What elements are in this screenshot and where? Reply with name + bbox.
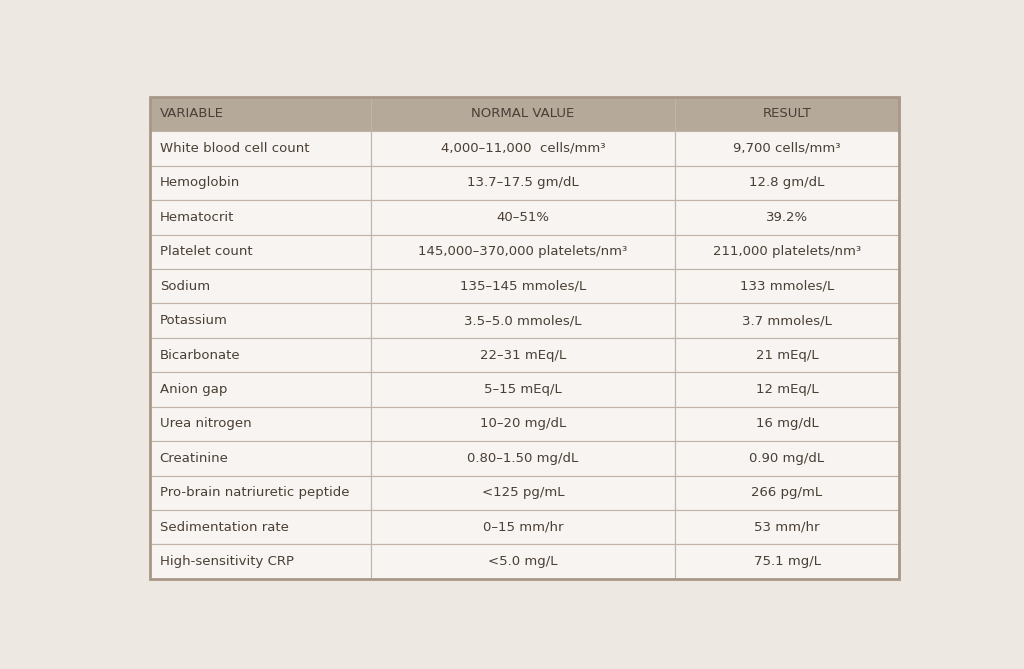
Bar	[675, 545, 899, 579]
Bar	[675, 235, 899, 269]
Bar	[372, 510, 675, 545]
Text: Potassium: Potassium	[160, 314, 227, 327]
Text: 3.5–5.0 mmoles/L: 3.5–5.0 mmoles/L	[464, 314, 582, 327]
Text: 135–145 mmoles/L: 135–145 mmoles/L	[460, 280, 586, 292]
Bar	[372, 304, 675, 338]
Bar	[675, 200, 899, 235]
Bar	[372, 407, 675, 441]
Bar	[151, 338, 372, 372]
Text: RESULT: RESULT	[763, 108, 811, 120]
Bar	[372, 200, 675, 235]
Bar	[151, 510, 372, 545]
Bar	[372, 131, 675, 166]
Bar	[372, 235, 675, 269]
Bar	[675, 269, 899, 304]
Text: 12 mEq/L: 12 mEq/L	[756, 383, 818, 396]
Bar	[675, 510, 899, 545]
Text: <5.0 mg/L: <5.0 mg/L	[488, 555, 558, 568]
Text: 75.1 mg/L: 75.1 mg/L	[754, 555, 820, 568]
Text: 16 mg/dL: 16 mg/dL	[756, 417, 818, 430]
Text: High-sensitivity CRP: High-sensitivity CRP	[160, 555, 294, 568]
Text: 0–15 mm/hr: 0–15 mm/hr	[482, 520, 563, 534]
Bar	[151, 269, 372, 304]
Text: Hematocrit: Hematocrit	[160, 211, 234, 224]
Text: White blood cell count: White blood cell count	[160, 142, 309, 155]
Bar	[675, 304, 899, 338]
Bar	[675, 407, 899, 441]
Text: 22–31 mEq/L: 22–31 mEq/L	[480, 349, 566, 361]
Bar	[151, 476, 372, 510]
Bar	[675, 372, 899, 407]
Text: Platelet count: Platelet count	[160, 246, 252, 258]
Bar	[151, 304, 372, 338]
Bar	[151, 545, 372, 579]
Text: Hemoglobin: Hemoglobin	[160, 177, 240, 189]
Bar	[372, 338, 675, 372]
Text: 39.2%: 39.2%	[766, 211, 808, 224]
Text: 9,700 cells/mm³: 9,700 cells/mm³	[733, 142, 841, 155]
Bar	[675, 338, 899, 372]
Bar	[151, 372, 372, 407]
Text: 13.7–17.5 gm/dL: 13.7–17.5 gm/dL	[467, 177, 579, 189]
Text: 21 mEq/L: 21 mEq/L	[756, 349, 818, 361]
Text: 3.7 mmoles/L: 3.7 mmoles/L	[742, 314, 831, 327]
Bar	[372, 545, 675, 579]
Text: 12.8 gm/dL: 12.8 gm/dL	[750, 177, 824, 189]
Text: 5–15 mEq/L: 5–15 mEq/L	[484, 383, 562, 396]
Bar	[151, 441, 372, 476]
Text: NORMAL VALUE: NORMAL VALUE	[471, 108, 574, 120]
Bar	[151, 407, 372, 441]
Bar	[675, 97, 899, 131]
Text: Bicarbonate: Bicarbonate	[160, 349, 241, 361]
Bar	[675, 131, 899, 166]
Bar	[675, 441, 899, 476]
Text: 266 pg/mL: 266 pg/mL	[752, 486, 822, 499]
Bar	[151, 131, 372, 166]
Bar	[151, 97, 372, 131]
Text: 10–20 mg/dL: 10–20 mg/dL	[480, 417, 566, 430]
Bar	[151, 166, 372, 200]
Text: VARIABLE: VARIABLE	[160, 108, 223, 120]
Text: <125 pg/mL: <125 pg/mL	[481, 486, 564, 499]
Text: 133 mmoles/L: 133 mmoles/L	[740, 280, 835, 292]
Text: 145,000–370,000 platelets/nm³: 145,000–370,000 platelets/nm³	[418, 246, 628, 258]
Text: 4,000–11,000  cells/mm³: 4,000–11,000 cells/mm³	[440, 142, 605, 155]
Text: 40–51%: 40–51%	[497, 211, 550, 224]
Text: Creatinine: Creatinine	[160, 452, 228, 465]
Bar	[675, 476, 899, 510]
Text: 211,000 platelets/nm³: 211,000 platelets/nm³	[713, 246, 861, 258]
Bar	[372, 441, 675, 476]
Bar	[372, 166, 675, 200]
Text: 53 mm/hr: 53 mm/hr	[755, 520, 820, 534]
Text: 0.80–1.50 mg/dL: 0.80–1.50 mg/dL	[467, 452, 579, 465]
Bar	[151, 235, 372, 269]
Bar	[372, 269, 675, 304]
Bar	[675, 166, 899, 200]
Bar	[372, 476, 675, 510]
Text: Sodium: Sodium	[160, 280, 210, 292]
Bar	[372, 372, 675, 407]
Text: Pro-brain natriuretic peptide: Pro-brain natriuretic peptide	[160, 486, 349, 499]
Text: 0.90 mg/dL: 0.90 mg/dL	[750, 452, 824, 465]
Text: Urea nitrogen: Urea nitrogen	[160, 417, 251, 430]
Bar	[372, 97, 675, 131]
Text: Sedimentation rate: Sedimentation rate	[160, 520, 289, 534]
Bar	[151, 200, 372, 235]
Text: Anion gap: Anion gap	[160, 383, 227, 396]
